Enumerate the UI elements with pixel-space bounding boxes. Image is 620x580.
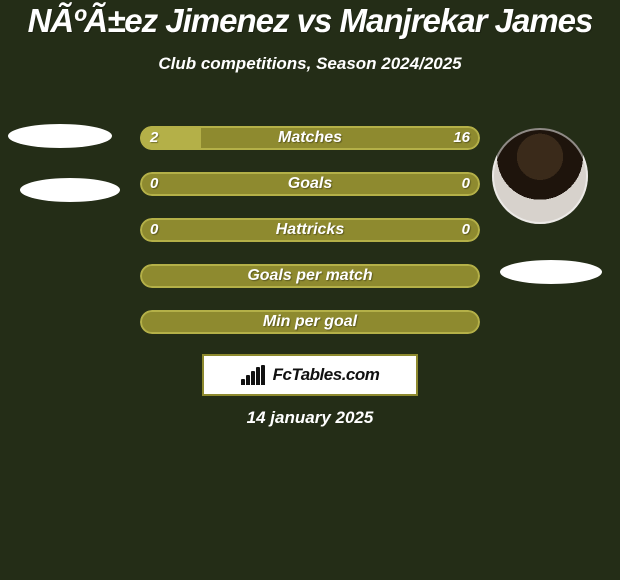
stat-label: Matches	[140, 126, 480, 150]
brand-box: FcTables.com	[202, 354, 418, 396]
player-left-avatar-2	[20, 178, 120, 202]
stat-value-left: 0	[150, 218, 158, 242]
stat-row: Goals per match	[140, 264, 480, 288]
brand-text: FcTables.com	[273, 365, 380, 385]
stat-label: Hattricks	[140, 218, 480, 242]
player-right-avatar-2	[500, 260, 602, 284]
comparison-card: NÃºÃ±ez Jimenez vs Manjrekar James Club …	[0, 0, 620, 580]
stat-row: Matches2 16	[140, 126, 480, 150]
stat-label: Goals per match	[140, 264, 480, 288]
stat-value-right: 0	[462, 218, 470, 242]
stat-value-left: 0	[150, 172, 158, 196]
brand-bars-icon	[241, 365, 267, 385]
stat-value-left: 2	[150, 126, 158, 150]
subtitle: Club competitions, Season 2024/2025	[0, 54, 620, 74]
stat-row: Hattricks0 0	[140, 218, 480, 242]
stat-value-right: 0	[462, 172, 470, 196]
player-left-avatar-1	[8, 124, 112, 148]
page-title: NÃºÃ±ez Jimenez vs Manjrekar James	[0, 0, 620, 40]
stat-row: Min per goal	[140, 310, 480, 334]
stat-label: Goals	[140, 172, 480, 196]
stat-row: Goals0 0	[140, 172, 480, 196]
player-right-avatar-1	[492, 128, 588, 224]
stat-value-right: 16	[453, 126, 470, 150]
date-text: 14 january 2025	[0, 408, 620, 428]
stat-bars: Matches216Goals00Hattricks00Goals per ma…	[140, 126, 480, 356]
stat-label: Min per goal	[140, 310, 480, 334]
